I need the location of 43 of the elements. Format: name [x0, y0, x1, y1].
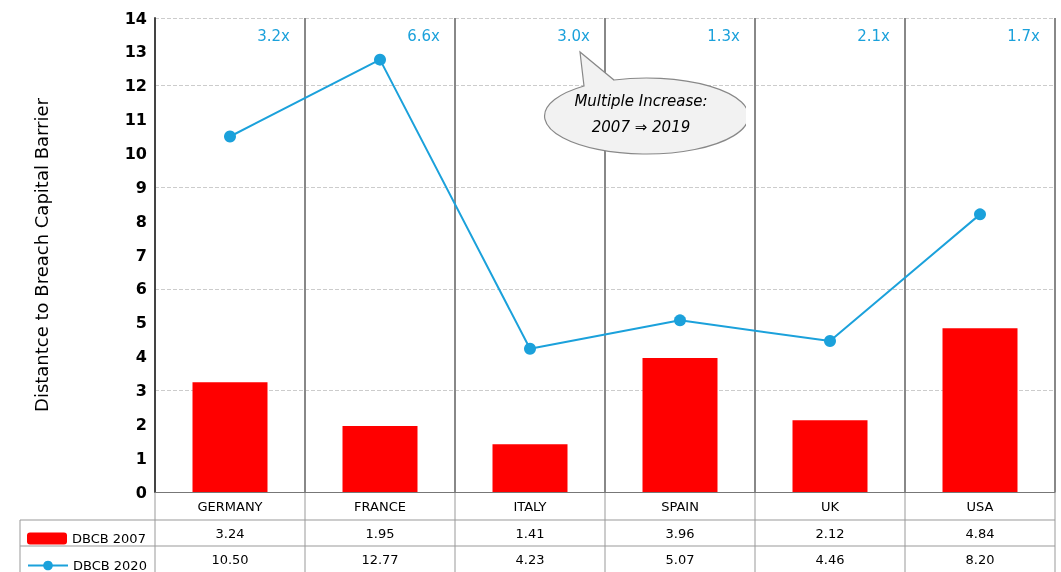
y-tick-label: 0 [135, 482, 147, 502]
y-tick-label: 8 [135, 211, 147, 231]
y-tick-label: 7 [135, 245, 147, 265]
x-tick-label: ITALY [513, 499, 547, 514]
annotation: 3.0x [557, 27, 591, 45]
x-tick-label: UK [820, 499, 840, 514]
y-tick-label: 10 [124, 143, 147, 163]
annotation: 2.1x [857, 27, 891, 45]
y-tick-label: 6 [135, 279, 147, 299]
y-tick-label: 14 [124, 8, 147, 28]
y-tick-label: 5 [135, 313, 147, 333]
annotation: 3.2x [257, 27, 291, 45]
data-label: 10.50 [211, 551, 249, 567]
y-tick-label: 12 [124, 76, 147, 96]
data-label: 8.20 [965, 551, 995, 567]
y-tick-label: 4 [135, 347, 147, 367]
annotation: 6.6x [407, 27, 441, 45]
annotation: 1.7x [1007, 27, 1041, 45]
y-tick-label: 13 [124, 42, 147, 62]
annotation: 1.3x [707, 27, 741, 45]
y-axis-title: Distantce to Breach Capital Barrier [30, 97, 52, 412]
y-tick-label: 3 [135, 380, 147, 400]
data-label: 1.41 [515, 525, 545, 541]
data-label: 4.46 [815, 551, 845, 567]
data-label: 4.23 [515, 551, 545, 567]
x-tick-label: GERMANY [197, 499, 263, 514]
y-tick-label: 9 [135, 177, 147, 197]
x-tick-label: USA [966, 499, 994, 514]
legend-label: DBCB 2007 [72, 531, 146, 546]
x-tick-label: FRANCE [354, 499, 406, 514]
data-label: 5.07 [665, 551, 695, 567]
y-tick-label: 1 [135, 448, 147, 468]
data-label: 3.24 [215, 525, 245, 541]
data-label: 1.95 [365, 525, 395, 541]
data-label: 12.77 [361, 551, 399, 567]
annotation: Multiple Increase: 2007 ⇒ 2019 [573, 91, 709, 138]
data-label: 3.96 [665, 525, 695, 541]
y-tick-label: 11 [124, 110, 147, 130]
x-tick-label: SPAIN [661, 499, 699, 514]
legend-label: DBCB 2020 [73, 558, 147, 572]
y-tick-label: 2 [135, 414, 147, 434]
data-label: 4.84 [965, 525, 995, 541]
data-label: 2.12 [815, 525, 845, 541]
